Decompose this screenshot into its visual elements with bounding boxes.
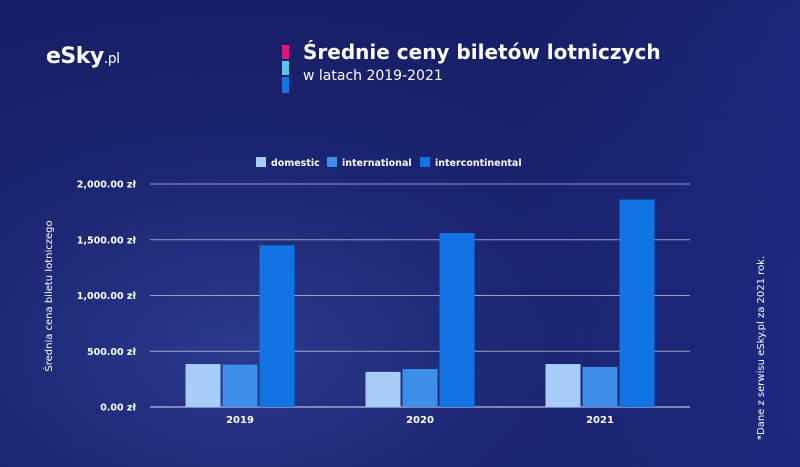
legend-swatch-intercontinental [420,157,430,167]
chart-bars [185,199,655,407]
y-tick-label: 1,000.00 zł [77,291,137,302]
legend-label-international: international [342,158,412,169]
accent-blue [282,77,289,93]
y-tick-label: 500.00 zł [87,347,136,358]
accent-pink [282,45,289,59]
legend-label-intercontinental: intercontinental [435,158,522,169]
legend-label-domestic: domestic [271,158,320,169]
y-tick-label: 2,000.00 zł [77,180,137,191]
x-tick-label: 2019 [226,415,254,426]
chart-subtitle: w latach 2019-2021 [303,68,443,84]
esky-logo: eSky.pl [46,44,120,69]
x-tick-label: 2020 [406,415,434,426]
bar-international-2019 [222,364,258,407]
y-tick-label: 1,500.00 zł [77,235,137,246]
legend-swatch-international [327,157,337,167]
chart-title: Średnie ceny biletów lotniczych [303,40,661,64]
bar-domestic-2019 [185,364,221,407]
bar-international-2020 [402,369,438,407]
legend-swatch-domestic [256,157,266,167]
y-axis-ticks: 0.00 zł 500.00 zł 1,000.00 zł 1,500.00 zł 2,… [77,180,137,414]
title-accent-bar [282,45,289,93]
bar-domestic-2021 [545,364,581,407]
chart-legend: domestic international intercontinental [256,157,522,169]
x-axis-ticks: 2019 2020 2021 [226,415,614,426]
bar-intercontinental-2020 [439,233,475,407]
accent-light-blue [282,61,289,75]
bar-international-2021 [582,366,618,407]
x-tick-label: 2021 [586,415,614,426]
bar-intercontinental-2021 [619,199,655,407]
y-tick-label: 0.00 zł [100,403,136,414]
bar-intercontinental-2019 [259,245,295,407]
y-axis-label: Średnia cena biletu lotniczego [42,220,55,371]
source-note: *Dane z serwisu eSky.pl za 2021 rok. [756,255,767,440]
bar-domestic-2020 [365,371,401,407]
